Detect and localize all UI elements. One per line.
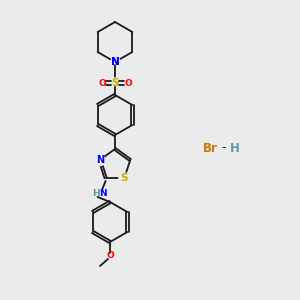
Text: O: O: [124, 79, 132, 88]
Text: O: O: [106, 251, 114, 260]
Text: N: N: [96, 155, 104, 165]
Text: O: O: [98, 79, 106, 88]
Text: N: N: [100, 189, 107, 198]
Text: -: -: [222, 142, 226, 154]
Text: N: N: [111, 57, 119, 67]
Text: N: N: [111, 57, 119, 67]
Text: H: H: [230, 142, 240, 154]
Text: S: S: [121, 173, 128, 183]
Text: S: S: [111, 78, 119, 88]
Text: H: H: [92, 189, 100, 198]
Text: Br: Br: [202, 142, 217, 154]
